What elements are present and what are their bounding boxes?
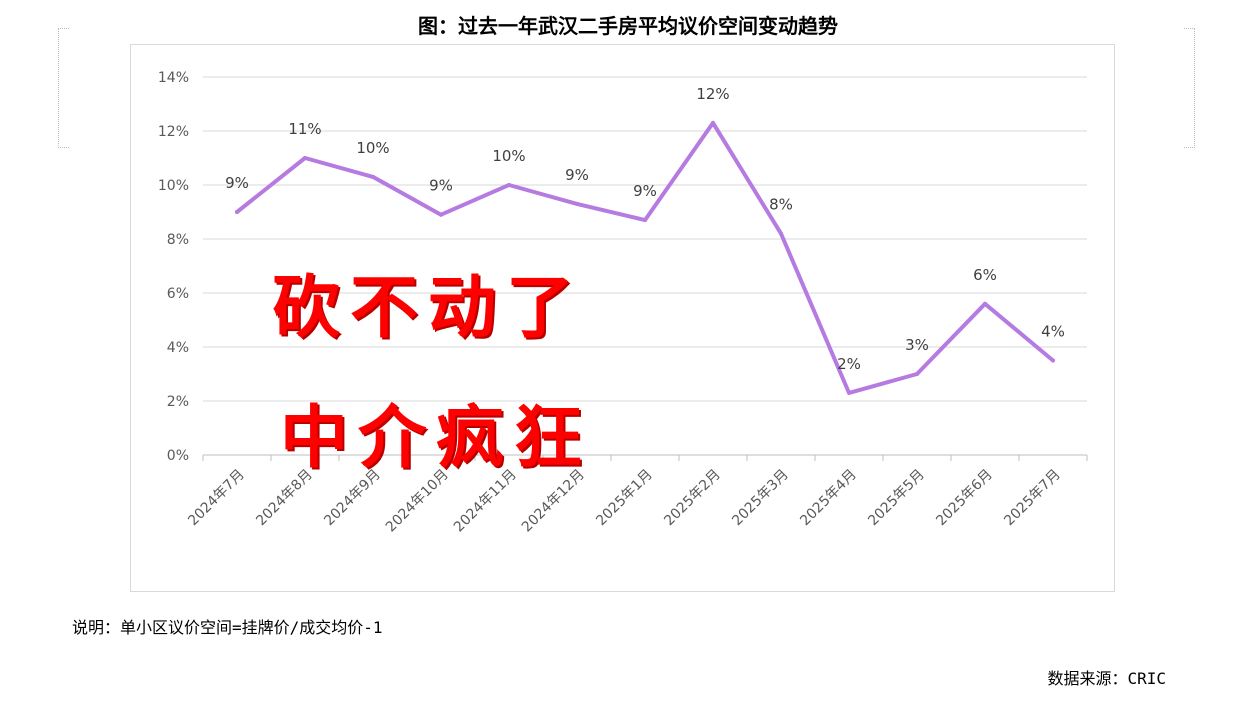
data-point [847, 390, 851, 395]
data-point [235, 210, 239, 214]
x-axis [202, 454, 1088, 461]
x-tick-label: 2025年6月 [933, 467, 996, 530]
data-label: 9% [633, 182, 657, 200]
y-tick-label: 10% [158, 178, 189, 194]
data-point [983, 301, 987, 306]
data-point [779, 231, 783, 236]
data-label: 10% [356, 139, 389, 157]
x-tick-label: 2025年7月 [1001, 467, 1064, 530]
data-label: 9% [225, 174, 249, 192]
data-point [643, 218, 647, 223]
data-label: 12% [696, 85, 729, 103]
grid-lines [203, 76, 1087, 402]
data-point [371, 174, 375, 179]
data-label: 8% [769, 196, 793, 214]
y-tick-label: 2% [167, 394, 189, 410]
y-tick-label: 0% [167, 448, 189, 464]
data-label: 9% [429, 177, 453, 195]
x-tick-label: 2025年1月 [593, 467, 656, 530]
corner-marker-right [1184, 28, 1195, 148]
data-label: 3% [905, 336, 929, 354]
data-point [439, 212, 443, 217]
data-point [303, 156, 307, 160]
x-tick-label: 2025年3月 [729, 467, 792, 530]
x-tick-label: 2025年2月 [661, 467, 724, 530]
y-tick-label: 12% [158, 124, 189, 140]
x-tick-label: 2025年4月 [797, 467, 860, 530]
y-tick-label: 8% [167, 232, 189, 248]
overlay-caption-1: 砍不动了 [272, 269, 585, 348]
x-tick-label: 2025年5月 [865, 467, 928, 530]
x-tick-label: 2024年7月 [185, 467, 248, 530]
data-point [711, 120, 715, 125]
data-label: 11% [288, 120, 321, 138]
data-point [915, 372, 919, 376]
data-point [575, 201, 579, 206]
overlay-caption-2: 中介疯狂 [280, 399, 593, 478]
data-labels: 9% 11% 10% 9% 10% 9% 9% 12% 8% 2% 3% 6% 4% [225, 85, 1065, 373]
y-tick-label: 6% [167, 286, 189, 302]
data-label: 4% [1041, 323, 1065, 341]
footnote: 说明：单小区议价空间=挂牌价/成交均价-1 [72, 618, 383, 637]
data-label: 9% [565, 166, 589, 184]
data-label: 2% [837, 355, 861, 373]
y-axis-tick-labels: 0% 2% 4% 6% 8% 10% 12% 14% [158, 70, 189, 464]
y-tick-label: 4% [167, 340, 189, 356]
chart-title: 图：过去一年武汉二手房平均议价空间变动趋势 [418, 14, 838, 38]
y-tick-label: 14% [158, 70, 189, 86]
corner-marker-left [58, 28, 69, 148]
data-label: 6% [973, 266, 997, 284]
data-source: 数据来源：CRIC [1047, 669, 1166, 688]
chart-frame [130, 44, 1115, 592]
data-point [1051, 358, 1055, 363]
data-point [507, 183, 511, 187]
series-line [235, 120, 1055, 395]
data-label: 10% [492, 147, 525, 165]
